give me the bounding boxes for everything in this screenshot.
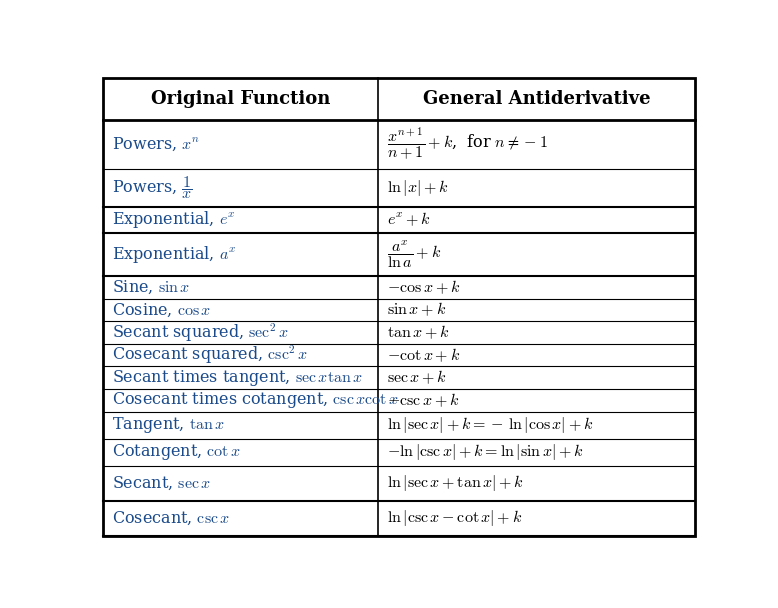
Text: Exponential, $e^{x}$: Exponential, $e^{x}$ (112, 209, 235, 230)
Text: Exponential, $a^{x}$: Exponential, $a^{x}$ (112, 244, 237, 265)
Text: Cosecant squared, $\csc^{2}x$: Cosecant squared, $\csc^{2}x$ (112, 344, 308, 367)
Text: Original Function: Original Function (151, 90, 330, 108)
Text: Tangent, $\tan x$: Tangent, $\tan x$ (112, 415, 225, 435)
Text: $\tan x+k$: $\tan x+k$ (387, 323, 450, 341)
Text: $-\mathrm{ln}\,|\csc x|+k=\mathrm{ln}\,|\sin x|+k$: $-\mathrm{ln}\,|\csc x|+k=\mathrm{ln}\,|… (387, 442, 584, 462)
Text: $-\csc x+k$: $-\csc x+k$ (387, 392, 460, 409)
Text: $\mathrm{ln}\,|\csc x-\cot x|+k$: $\mathrm{ln}\,|\csc x-\cot x|+k$ (387, 508, 523, 528)
Text: $\dfrac{a^{x}}{\mathrm{ln}\,a}+k$: $\dfrac{a^{x}}{\mathrm{ln}\,a}+k$ (387, 239, 441, 270)
Text: $\dfrac{x^{n+1}}{n+1}+k$,  for $n\neq -1$: $\dfrac{x^{n+1}}{n+1}+k$, for $n\neq -1$ (387, 126, 548, 162)
Text: Cosecant, $\csc x$: Cosecant, $\csc x$ (112, 510, 230, 527)
Text: Powers, $\dfrac{1}{x}$: Powers, $\dfrac{1}{x}$ (112, 174, 193, 201)
Text: Secant, $\sec x$: Secant, $\sec x$ (112, 474, 211, 492)
Text: Secant squared, $\sec^{2}x$: Secant squared, $\sec^{2}x$ (112, 321, 289, 344)
Text: Cosecant times cotangent, $\csc x\cot x$: Cosecant times cotangent, $\csc x\cot x$ (112, 390, 399, 410)
Text: Cosine, $\cos x$: Cosine, $\cos x$ (112, 301, 212, 319)
Text: $\mathrm{ln}\,|x|+k$: $\mathrm{ln}\,|x|+k$ (387, 178, 449, 198)
Text: General Antiderivative: General Antiderivative (422, 90, 650, 108)
Text: Cotangent, $\cot x$: Cotangent, $\cot x$ (112, 442, 241, 462)
Text: Sine, $\sin x$: Sine, $\sin x$ (112, 278, 191, 296)
Text: $-\cos x+k$: $-\cos x+k$ (387, 278, 461, 296)
Text: $\sec x+k$: $\sec x+k$ (387, 369, 447, 387)
Text: $-\cot x+k$: $-\cot x+k$ (387, 347, 461, 364)
Text: $\mathrm{ln}\,|\sec x+\tan x|+k$: $\mathrm{ln}\,|\sec x+\tan x|+k$ (387, 473, 524, 493)
Text: $\sin x+k$: $\sin x+k$ (387, 301, 447, 319)
Text: Powers, $x^{n}$: Powers, $x^{n}$ (112, 136, 200, 153)
Text: $\mathrm{ln}\,|\sec x|+k = -\,\mathrm{ln}\,|\cos x|+k$: $\mathrm{ln}\,|\sec x|+k = -\,\mathrm{ln… (387, 415, 594, 435)
Text: Secant times tangent, $\sec x\tan x$: Secant times tangent, $\sec x\tan x$ (112, 368, 363, 388)
Text: $e^{x}+k$: $e^{x}+k$ (387, 211, 431, 229)
